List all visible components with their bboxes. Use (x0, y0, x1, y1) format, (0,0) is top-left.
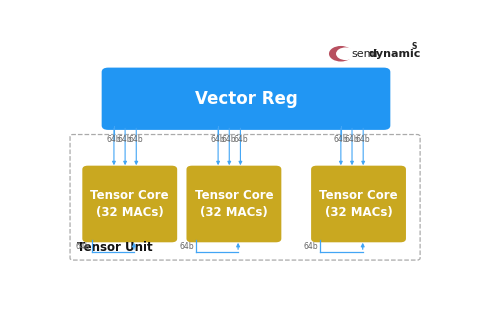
Text: 64b: 64b (345, 135, 360, 144)
Text: S: S (412, 42, 417, 51)
Text: 64b: 64b (356, 135, 371, 144)
FancyBboxPatch shape (186, 166, 281, 242)
Text: 64b: 64b (334, 135, 348, 144)
Text: 64b: 64b (211, 135, 226, 144)
Text: Vector Reg: Vector Reg (194, 90, 298, 108)
FancyBboxPatch shape (311, 166, 406, 242)
Circle shape (329, 46, 353, 62)
Text: 64b: 64b (304, 242, 319, 251)
Text: 64b: 64b (129, 135, 144, 144)
Text: 64b: 64b (222, 135, 237, 144)
Text: Tensor Core
(32 MACs): Tensor Core (32 MACs) (90, 189, 169, 219)
Text: 64b: 64b (75, 242, 90, 251)
Text: 64b: 64b (233, 135, 248, 144)
Text: Tensor Core
(32 MACs): Tensor Core (32 MACs) (319, 189, 398, 219)
Circle shape (336, 47, 355, 60)
Text: 64b: 64b (107, 135, 121, 144)
Text: semi: semi (351, 49, 378, 59)
Text: 64b: 64b (180, 242, 194, 251)
FancyBboxPatch shape (83, 166, 177, 242)
FancyBboxPatch shape (102, 68, 390, 130)
Text: Tensor Core
(32 MACs): Tensor Core (32 MACs) (194, 189, 273, 219)
Text: dynamic: dynamic (368, 49, 421, 59)
Text: 64b: 64b (118, 135, 132, 144)
Text: Tensor Unit: Tensor Unit (77, 241, 152, 254)
